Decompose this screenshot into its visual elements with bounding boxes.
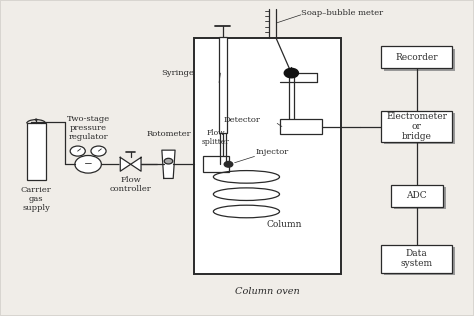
- Bar: [391, 185, 443, 207]
- Bar: [194, 39, 341, 274]
- Text: Syringe: Syringe: [162, 69, 194, 77]
- Bar: [384, 113, 456, 144]
- Circle shape: [224, 161, 233, 167]
- Bar: [203, 156, 229, 172]
- Circle shape: [91, 146, 106, 156]
- Circle shape: [36, 119, 37, 120]
- Bar: [381, 111, 452, 142]
- Text: Soap–bubble meter: Soap–bubble meter: [301, 9, 383, 17]
- Text: Data
system: Data system: [401, 249, 433, 268]
- Circle shape: [284, 68, 299, 78]
- Text: Electrometer
or
bridge: Electrometer or bridge: [386, 112, 447, 142]
- Polygon shape: [120, 157, 131, 171]
- Text: Two-stage
pressure
regulator: Two-stage pressure regulator: [66, 115, 109, 141]
- Text: Injector: Injector: [256, 148, 289, 156]
- Bar: [384, 247, 456, 275]
- Text: Flow
splitter: Flow splitter: [202, 129, 229, 146]
- Text: Detector: Detector: [224, 116, 261, 124]
- Text: Column oven: Column oven: [236, 287, 300, 296]
- Bar: [394, 187, 446, 209]
- Text: ADC: ADC: [406, 191, 427, 200]
- Bar: [219, 37, 227, 133]
- Text: −: −: [84, 160, 92, 169]
- Text: Column: Column: [266, 220, 302, 228]
- Bar: [280, 119, 322, 134]
- Polygon shape: [162, 150, 175, 179]
- Circle shape: [164, 158, 173, 164]
- Bar: [27, 123, 46, 180]
- Bar: [381, 245, 452, 273]
- Polygon shape: [131, 157, 141, 171]
- Bar: [381, 46, 452, 68]
- Text: Rotometer: Rotometer: [146, 131, 191, 138]
- Text: Carrier
gas
supply: Carrier gas supply: [21, 186, 52, 212]
- Circle shape: [70, 146, 85, 156]
- Text: Recorder: Recorder: [395, 53, 438, 62]
- Bar: [384, 49, 456, 70]
- Text: Flow
controller: Flow controller: [110, 176, 152, 193]
- Circle shape: [75, 155, 101, 173]
